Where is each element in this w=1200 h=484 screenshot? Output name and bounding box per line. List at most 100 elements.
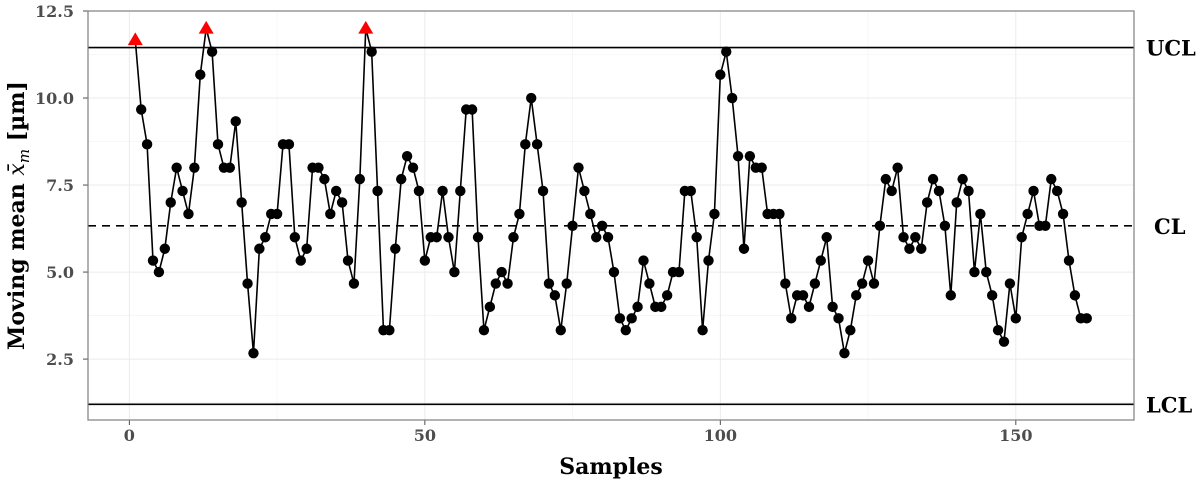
y-axis-title-unit: [µm] bbox=[4, 81, 30, 149]
data-point bbox=[348, 278, 360, 289]
data-point bbox=[981, 266, 992, 278]
data-point bbox=[230, 116, 241, 127]
data-point bbox=[786, 313, 797, 324]
data-point bbox=[880, 173, 891, 185]
data-point bbox=[721, 46, 732, 57]
data-point bbox=[921, 197, 933, 208]
data-point bbox=[780, 278, 791, 289]
cl-label: CL bbox=[1154, 214, 1186, 239]
data-point bbox=[289, 232, 301, 243]
y-tick-label: 5.0 bbox=[46, 263, 74, 282]
data-point bbox=[165, 197, 176, 208]
data-point bbox=[171, 162, 182, 173]
data-point bbox=[384, 324, 395, 336]
y-axis-title-main: Moving mean bbox=[4, 176, 30, 350]
data-point bbox=[703, 255, 714, 266]
data-point bbox=[342, 255, 354, 266]
data-point bbox=[1081, 313, 1092, 324]
out-of-control-point bbox=[198, 20, 214, 34]
data-point bbox=[419, 255, 431, 266]
data-point bbox=[957, 173, 968, 185]
data-point bbox=[301, 243, 312, 254]
data-point bbox=[591, 232, 602, 243]
data-point bbox=[673, 266, 685, 278]
data-point bbox=[354, 173, 366, 185]
data-point bbox=[490, 278, 501, 289]
data-point bbox=[632, 301, 643, 313]
data-point bbox=[803, 301, 815, 313]
panel-border bbox=[87, 10, 1135, 421]
data-point bbox=[573, 162, 584, 173]
data-point bbox=[1057, 208, 1069, 220]
data-point bbox=[904, 243, 915, 254]
data-point bbox=[212, 139, 224, 150]
data-point bbox=[555, 324, 566, 336]
data-point bbox=[319, 173, 330, 185]
y-axis-title-var: x̄ bbox=[5, 163, 30, 176]
data-point bbox=[449, 266, 460, 278]
data-point bbox=[1051, 185, 1063, 197]
data-point bbox=[372, 185, 383, 197]
y-axis-title: Moving mean x̄m [µm] bbox=[4, 81, 33, 350]
data-point bbox=[396, 173, 407, 185]
data-point bbox=[508, 232, 519, 243]
data-point bbox=[443, 232, 454, 243]
data-point bbox=[260, 232, 271, 243]
y-axis-title-sub: m bbox=[15, 149, 33, 163]
data-point bbox=[455, 185, 466, 197]
data-point bbox=[206, 46, 218, 57]
data-point bbox=[975, 208, 986, 220]
data-point bbox=[691, 232, 702, 243]
data-point bbox=[561, 278, 572, 289]
data-point bbox=[366, 46, 377, 57]
data-point bbox=[661, 290, 673, 301]
y-tick-label: 2.5 bbox=[46, 350, 74, 369]
y-tick-label: 7.5 bbox=[46, 176, 74, 195]
data-point bbox=[254, 243, 265, 254]
data-point bbox=[839, 347, 850, 359]
data-point bbox=[1016, 232, 1027, 243]
data-point bbox=[644, 278, 655, 289]
data-point bbox=[502, 278, 513, 289]
data-point bbox=[242, 278, 253, 289]
data-point bbox=[939, 220, 951, 231]
data-point bbox=[1028, 185, 1039, 197]
data-point bbox=[283, 139, 295, 150]
data-point bbox=[697, 324, 708, 336]
data-point bbox=[390, 243, 401, 254]
data-point bbox=[407, 162, 419, 173]
data-point bbox=[159, 243, 171, 254]
data-point bbox=[614, 313, 626, 324]
x-tick-label: 50 bbox=[414, 426, 436, 445]
axes: 0 50 100 150 2.5 5.0 7.5 10.0 12.5 bbox=[35, 2, 1135, 445]
data-point bbox=[431, 232, 442, 243]
data-point bbox=[437, 185, 448, 197]
data-point bbox=[224, 162, 236, 173]
data-point bbox=[549, 290, 561, 301]
data-point bbox=[833, 313, 844, 324]
data-point bbox=[709, 208, 720, 220]
data-point bbox=[951, 197, 962, 208]
data-point bbox=[927, 173, 939, 185]
data-point bbox=[183, 208, 194, 220]
data-point bbox=[189, 162, 200, 173]
data-point bbox=[726, 92, 738, 104]
data-point bbox=[916, 243, 927, 254]
data-point bbox=[638, 255, 649, 266]
data-point bbox=[295, 255, 306, 266]
data-point bbox=[732, 150, 744, 162]
data-point bbox=[602, 232, 614, 243]
y-tick-label: 12.5 bbox=[35, 2, 74, 21]
data-point bbox=[744, 150, 756, 162]
data-point bbox=[797, 290, 809, 301]
data-point bbox=[774, 208, 785, 220]
data-point bbox=[998, 336, 1010, 347]
data-point bbox=[514, 208, 525, 220]
data-point bbox=[898, 232, 909, 243]
data-point bbox=[815, 255, 826, 266]
data-point bbox=[620, 324, 631, 336]
data-point bbox=[531, 139, 543, 150]
series bbox=[127, 20, 1092, 359]
data-point bbox=[466, 104, 478, 115]
